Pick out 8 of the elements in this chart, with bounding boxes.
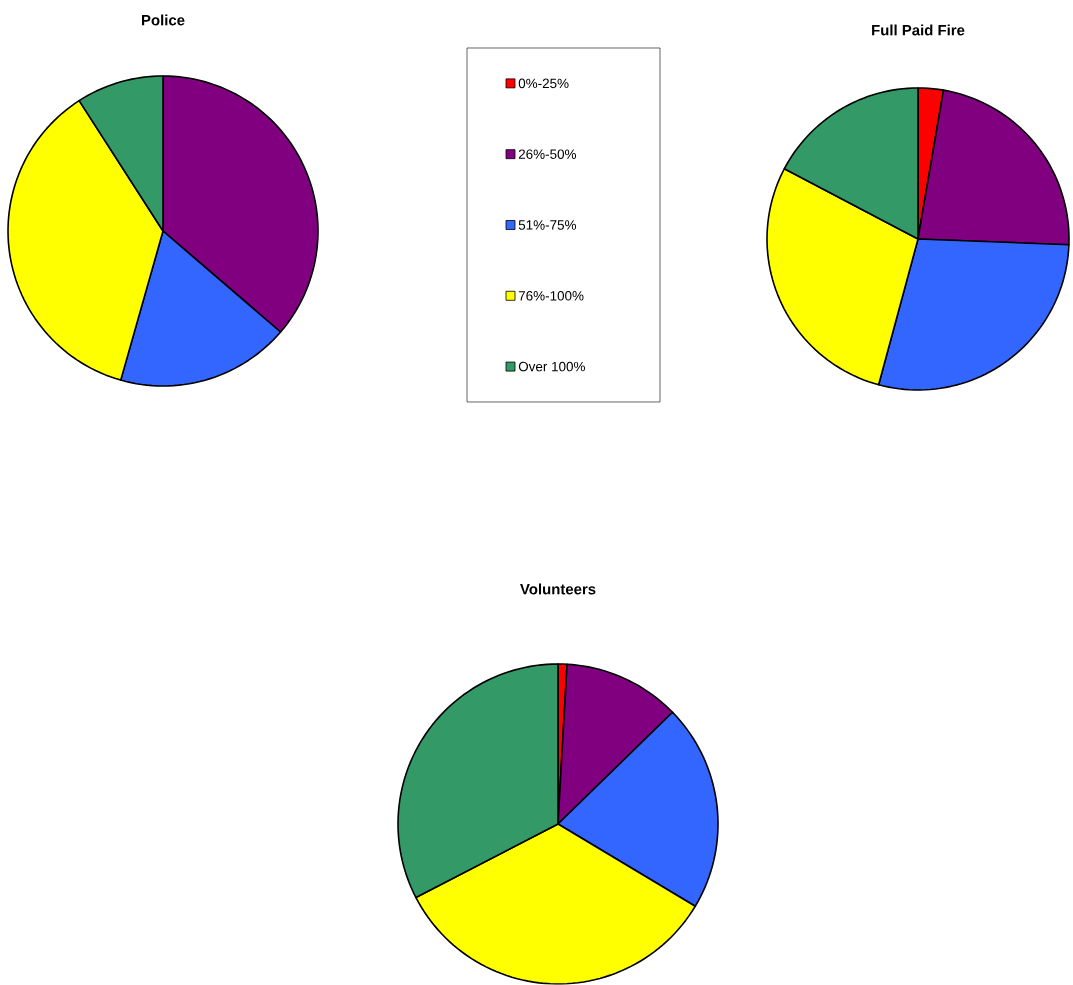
chart-title: Full Paid Fire bbox=[872, 24, 965, 36]
legend-label: 76%-100% bbox=[518, 291, 584, 301]
chart-title: Police bbox=[142, 14, 185, 26]
legend-label: 0%-25% bbox=[518, 78, 569, 89]
chart-title: Volunteers bbox=[520, 583, 596, 595]
legend-label: 26%-50% bbox=[518, 149, 577, 160]
legend-label: Over 100% bbox=[518, 361, 585, 372]
legend-label: 51%-75% bbox=[518, 220, 577, 230]
